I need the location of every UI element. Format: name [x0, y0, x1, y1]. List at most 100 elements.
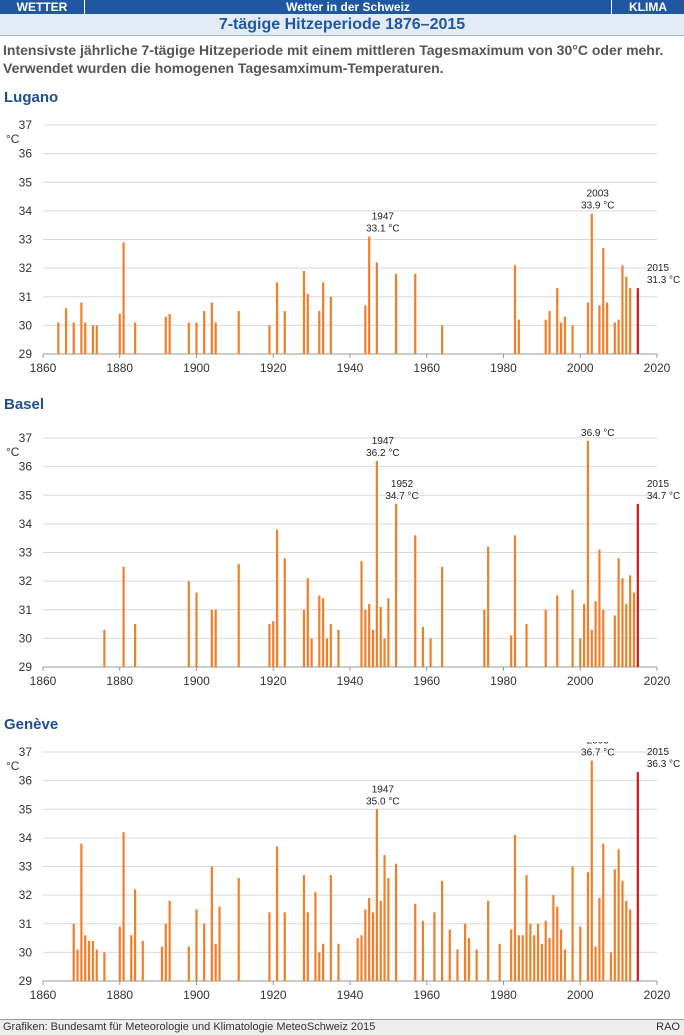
bar: [602, 843, 605, 981]
bar: [598, 305, 601, 354]
bar: [368, 236, 371, 354]
y-tick-label: 34: [19, 204, 33, 218]
bar: [80, 302, 83, 354]
bar: [590, 629, 593, 667]
y-axis-label: °C: [6, 132, 20, 146]
chart-basel: 29 30 31 32 33 34 35 36 37°C 1860 1880 1900 1920 1940…: [6, 428, 680, 688]
bar: [371, 912, 375, 981]
bar: [513, 835, 517, 981]
bar: [368, 897, 371, 981]
x-tick-label: 1940: [337, 988, 364, 1002]
y-tick-label: 36: [19, 774, 33, 788]
bar: [283, 558, 286, 667]
bar: [322, 943, 325, 981]
bar: [371, 629, 375, 667]
bar: [375, 809, 378, 981]
bar: [64, 308, 68, 354]
bar: [629, 288, 632, 354]
bar: [487, 546, 490, 667]
bar: [594, 601, 597, 667]
x-tick-label: 1900: [183, 674, 210, 688]
bar: [586, 440, 590, 667]
y-tick-label: 30: [19, 631, 33, 645]
bar: [195, 592, 198, 667]
bar: [621, 880, 624, 981]
bar: [621, 578, 624, 667]
x-tick-label: 1940: [337, 361, 364, 375]
bar: [621, 265, 624, 354]
bar: [122, 242, 125, 354]
bar: [510, 929, 513, 981]
bar: [103, 952, 106, 982]
x-tick-label: 1920: [260, 988, 287, 1002]
bar: [394, 503, 398, 667]
bar: [210, 302, 213, 354]
bar: [594, 946, 597, 981]
annotation-value: 36.2 °C: [366, 448, 399, 459]
bar: [318, 311, 321, 354]
x-tick-label: 2000: [567, 674, 594, 688]
bar: [306, 578, 309, 667]
bar: [571, 589, 574, 667]
x-tick-label: 2000: [567, 988, 594, 1002]
bar: [322, 598, 325, 667]
annotation-value: 35.0 °C: [366, 796, 399, 807]
bar: [548, 311, 551, 354]
bar: [433, 912, 436, 981]
bar: [387, 877, 390, 981]
annotation-value: 33.1 °C: [366, 224, 399, 235]
annotation-value: 31.3 °C: [647, 275, 680, 286]
bar: [625, 604, 628, 667]
y-axis-label: °C: [6, 759, 20, 773]
bar: [598, 549, 601, 667]
x-tick-label: 1900: [183, 988, 210, 1002]
nav-tab-wetter[interactable]: WETTER: [0, 0, 85, 14]
bar: [160, 946, 164, 981]
bar: [84, 935, 87, 981]
station-title-lugano: Lugano: [4, 89, 59, 106]
y-tick-label: 32: [19, 574, 33, 588]
bar: [275, 282, 279, 354]
y-tick-label: 33: [19, 233, 33, 247]
bar: [517, 319, 520, 354]
bar: [164, 316, 167, 354]
x-tick-label: 1980: [490, 988, 517, 1002]
y-tick-label: 29: [19, 660, 33, 674]
chart-geneve: 29 30 31 32 33 34 35 36 37°C 1860 1880 1900 1920 1940…: [6, 742, 680, 1002]
bar: [360, 561, 363, 667]
bar: [214, 943, 217, 981]
bar: [636, 288, 639, 354]
y-tick-label: 37: [19, 431, 33, 445]
nav-tab-klima[interactable]: KLIMA: [611, 0, 684, 14]
y-tick-label: 36: [19, 147, 33, 161]
bar: [448, 929, 451, 981]
x-tick-label: 1960: [413, 988, 440, 1002]
bar: [375, 460, 378, 667]
bar: [483, 609, 486, 667]
bar: [195, 322, 198, 354]
footer: Grafiken: Bundesamt für Meteorologie und…: [0, 1019, 684, 1035]
bar: [318, 952, 321, 982]
bar: [571, 866, 574, 981]
x-tick-label: 1940: [337, 674, 364, 688]
bar: [237, 563, 240, 667]
bar: [394, 273, 398, 354]
bar: [609, 952, 613, 982]
bar: [364, 305, 367, 354]
site-title: Wetter in der Schweiz: [286, 0, 410, 14]
bar: [203, 923, 206, 981]
top-bar: WETTER Wetter in der Schweiz KLIMA: [0, 0, 684, 14]
bar: [556, 906, 559, 981]
bar: [544, 319, 547, 354]
bar: [387, 598, 390, 667]
bar: [130, 935, 133, 981]
bar: [467, 938, 471, 981]
bar: [118, 926, 121, 981]
annotation-year: 1947: [372, 436, 395, 447]
bar: [517, 935, 520, 981]
y-tick-label: 31: [19, 603, 33, 617]
bar: [76, 949, 79, 981]
bar: [559, 929, 563, 981]
bar: [134, 624, 137, 667]
bar: [364, 609, 367, 667]
